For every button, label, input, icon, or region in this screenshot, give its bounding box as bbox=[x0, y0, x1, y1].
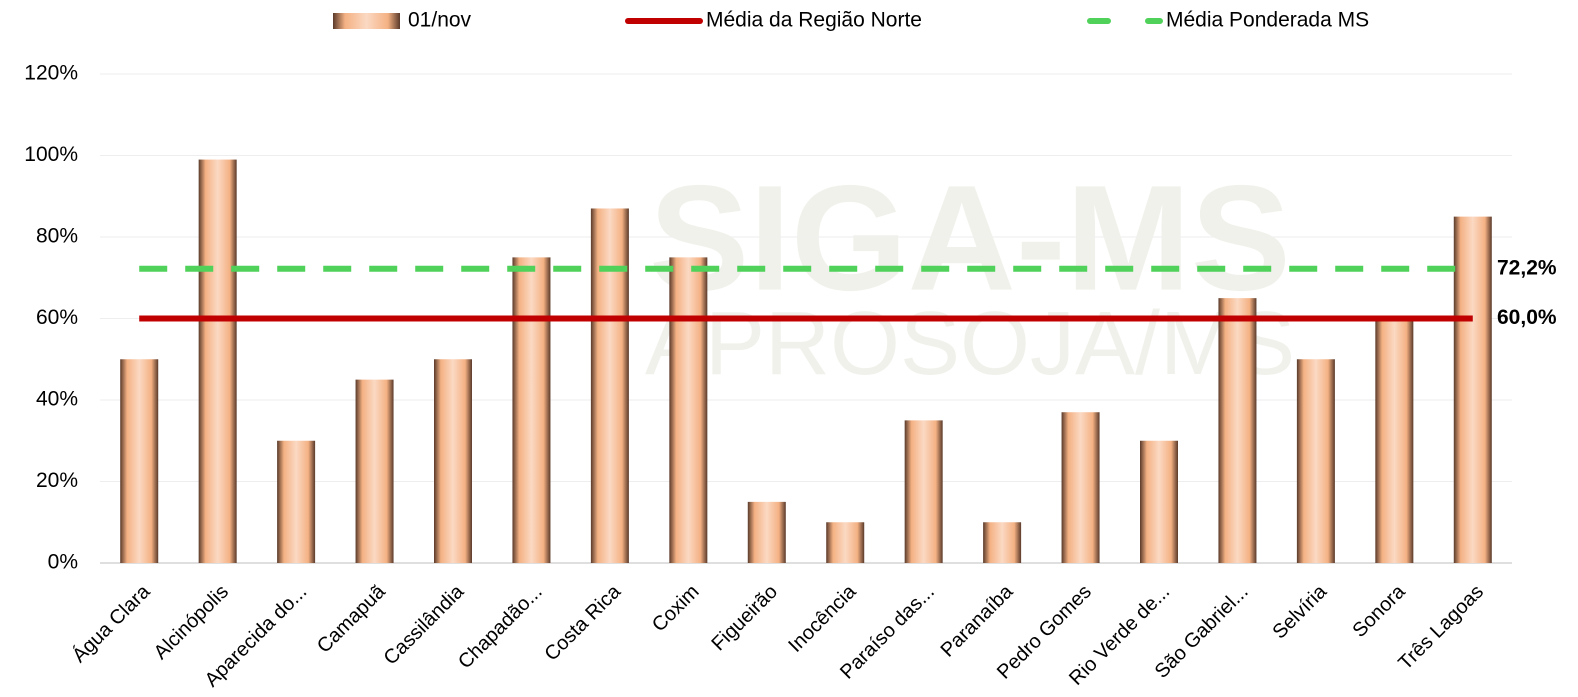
x-tick-label: Paranaíba bbox=[937, 580, 1018, 661]
reference-label: 72,2% bbox=[1497, 256, 1557, 279]
bar bbox=[198, 159, 237, 563]
bar bbox=[355, 379, 394, 563]
bar bbox=[1218, 298, 1257, 563]
bar bbox=[1061, 412, 1100, 563]
bar bbox=[904, 420, 943, 563]
x-tick-label: Costa Rica bbox=[540, 580, 625, 665]
bar bbox=[1453, 216, 1492, 563]
y-tick-label: 60% bbox=[36, 306, 78, 329]
reference-label: 60,0% bbox=[1497, 306, 1557, 329]
x-tick-label: Coxim bbox=[648, 581, 704, 637]
y-tick-label: 80% bbox=[36, 225, 78, 248]
bar bbox=[120, 359, 159, 563]
x-tick-label: Alcinópolis bbox=[150, 581, 233, 664]
bar bbox=[512, 257, 551, 563]
y-tick-label: 120% bbox=[24, 62, 78, 85]
bar bbox=[590, 208, 629, 563]
bar bbox=[434, 359, 472, 563]
y-tick-label: 20% bbox=[36, 469, 78, 492]
y-tick-label: 0% bbox=[48, 551, 78, 574]
x-tick-label: Três Lagoas bbox=[1394, 581, 1488, 675]
legend-label: Média Ponderada MS bbox=[1166, 9, 1369, 32]
y-tick-label: 100% bbox=[24, 143, 78, 166]
legend-label: 01/nov bbox=[408, 9, 472, 32]
watermark: SIGA-MS bbox=[649, 154, 1291, 322]
bar bbox=[277, 440, 316, 563]
bar bbox=[669, 257, 708, 563]
bar bbox=[1140, 440, 1178, 563]
x-tick-label: Inocência bbox=[784, 580, 861, 657]
bar bbox=[747, 501, 786, 563]
x-tick-label: Água Clara bbox=[67, 579, 155, 667]
x-tick-label: Chapadão... bbox=[454, 581, 547, 674]
bar bbox=[826, 522, 865, 563]
legend-swatch bbox=[333, 13, 400, 29]
x-tick-label: Sonora bbox=[1348, 580, 1410, 642]
x-tick-label: Figueirão bbox=[708, 581, 783, 656]
y-tick-label: 40% bbox=[36, 388, 78, 411]
bar bbox=[1296, 359, 1335, 563]
x-tick-label: Camapuã bbox=[313, 580, 390, 657]
x-tick-label: Selvíria bbox=[1268, 580, 1331, 643]
legend-label: Média da Região Norte bbox=[706, 9, 922, 32]
watermark: APROSOJA/MS bbox=[645, 294, 1295, 394]
bar bbox=[1375, 318, 1414, 563]
bar bbox=[983, 522, 1022, 563]
